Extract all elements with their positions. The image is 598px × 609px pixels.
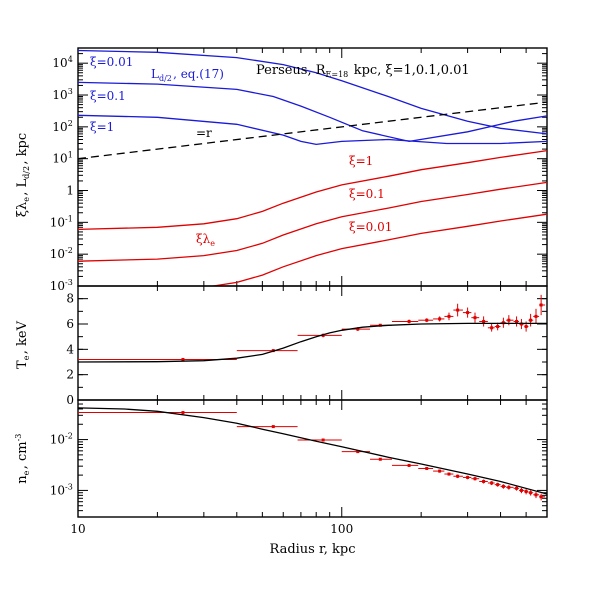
y-tick-label: 2 xyxy=(66,368,74,382)
data-point xyxy=(378,457,382,461)
panel-middle: 0 2 4 6 8 xyxy=(66,285,548,407)
data-point xyxy=(181,411,185,415)
data-point xyxy=(482,479,486,483)
data-point xyxy=(519,488,523,492)
data-point xyxy=(473,316,477,320)
model-curve xyxy=(78,407,547,495)
data-point xyxy=(501,484,505,488)
series-line xyxy=(78,101,547,160)
data-point xyxy=(466,311,470,315)
data-point xyxy=(407,319,411,323)
y-tick-label: 8 xyxy=(66,292,74,306)
data-point xyxy=(539,303,543,307)
y-tick-label: 10-3 xyxy=(50,278,74,293)
data-point xyxy=(490,326,494,330)
y-tick-label: 10-2 xyxy=(50,246,74,261)
data-point xyxy=(539,495,543,499)
data-point xyxy=(496,483,500,487)
data-point xyxy=(524,325,528,329)
data-point xyxy=(524,490,528,494)
y-tick-label: 102 xyxy=(52,119,74,134)
panel-bottom: 10-3 10-2 xyxy=(50,399,548,518)
model-curve xyxy=(78,322,547,363)
data-point xyxy=(490,481,494,485)
ld-eq17-label: Ld/2 , eq.(17) xyxy=(151,67,224,83)
data-point xyxy=(482,319,486,323)
blue-xi-1-label: ξ=1 xyxy=(90,120,114,134)
data-point xyxy=(515,319,519,323)
y-tick-label: 6 xyxy=(66,317,74,331)
data-point xyxy=(466,475,470,479)
data-point xyxy=(456,474,460,478)
panel-top: 10-3 10-2 10-1 1 101 102 103 104 ξ=0.01 ξ=… xyxy=(50,47,548,293)
series-line xyxy=(78,49,547,135)
red-xi-1-label: ξ=1 xyxy=(349,154,373,168)
r-line-label: =r xyxy=(196,126,212,140)
y-axis-label-top: ξλe , Ld/2 , kpc xyxy=(15,133,31,217)
data-point xyxy=(181,357,185,361)
series-line xyxy=(209,213,547,286)
data-point xyxy=(447,472,451,476)
data-point xyxy=(425,466,429,470)
data-point xyxy=(438,317,442,321)
data-point xyxy=(447,314,451,318)
data-point xyxy=(321,438,325,442)
y-tick-label: 10-2 xyxy=(50,432,74,447)
data-point xyxy=(496,325,500,329)
chart-title: Perseus, RE=18 kpc, ξ=1,0.1,0.01 xyxy=(256,63,470,79)
data-point xyxy=(356,450,360,454)
plot-frame xyxy=(77,285,548,401)
data-point xyxy=(425,318,429,322)
y-axis-label-middle: Te , keV xyxy=(15,320,31,369)
y-tick-label: 104 xyxy=(52,55,74,70)
data-point xyxy=(501,321,505,325)
y-tick-label: 10-1 xyxy=(50,214,74,229)
red-xi-0.01-label: ξ=0.01 xyxy=(349,220,392,234)
series-line xyxy=(78,149,547,231)
y-axis-label-bottom: ne , cm-3 xyxy=(14,432,31,483)
y-tick-label: 101 xyxy=(52,151,74,166)
y-tick-label: 103 xyxy=(52,87,74,102)
data-point xyxy=(456,308,460,312)
plot-frame xyxy=(77,399,548,518)
y-tick-label: 1 xyxy=(66,184,74,198)
series-line xyxy=(78,81,547,143)
red-xi-0.1-label: ξ=0.1 xyxy=(349,187,385,201)
xi-lambda-label: ξλe xyxy=(196,232,216,248)
x-tick-label: 100 xyxy=(330,522,353,536)
data-point xyxy=(407,463,411,467)
x-axis-label: Radius r, kpc xyxy=(269,542,355,557)
data-point xyxy=(515,486,519,490)
y-tick-label: 10-3 xyxy=(50,482,74,497)
data-point xyxy=(271,425,275,429)
blue-xi-0.01-label: ξ=0.01 xyxy=(90,55,133,69)
blue-xi-0.1-label: ξ=0.1 xyxy=(90,89,126,103)
y-tick-label: 0 xyxy=(66,393,74,407)
data-point xyxy=(473,477,477,481)
series-line xyxy=(78,181,547,262)
x-tick-label: 10 xyxy=(70,522,85,536)
y-tick-label: 4 xyxy=(66,342,74,356)
data-point xyxy=(507,485,511,489)
data-point xyxy=(529,491,533,495)
axes-labels: ξλe , Ld/2 , kpc Te , keV ne , cm-3 Radius… xyxy=(14,133,356,557)
data-point xyxy=(356,327,360,331)
data-point xyxy=(529,318,533,322)
data-point xyxy=(507,318,511,322)
data-point xyxy=(534,493,538,497)
data-point xyxy=(534,314,538,318)
series-line xyxy=(78,114,547,146)
data-point xyxy=(438,469,442,473)
